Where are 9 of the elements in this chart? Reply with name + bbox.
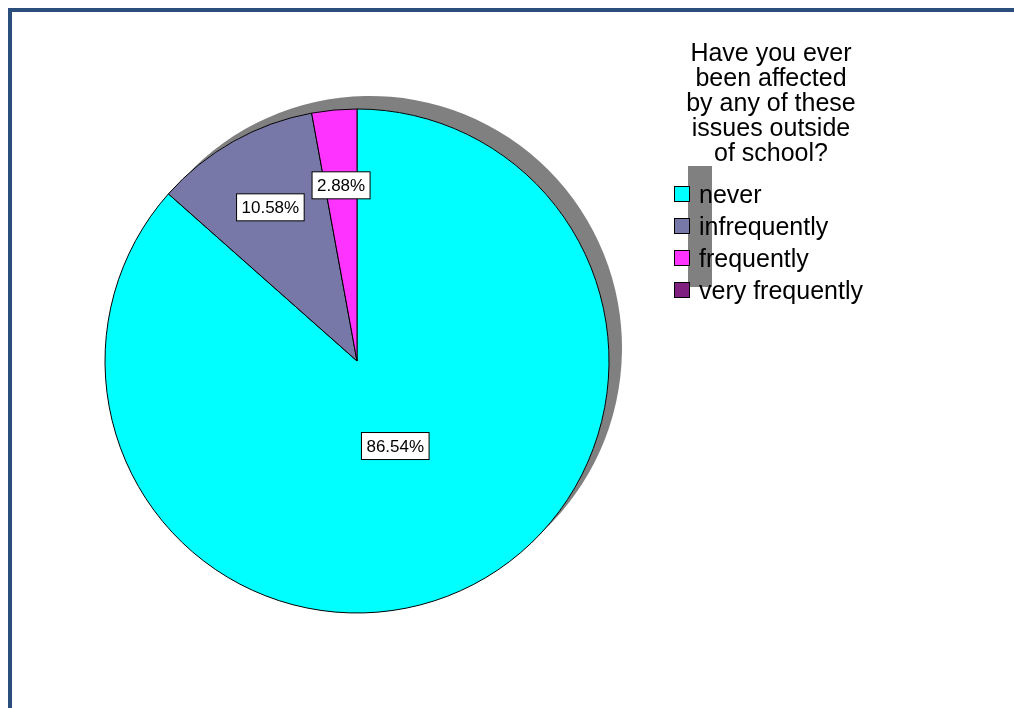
legend-label: very frequently [699,275,863,304]
data-label: 2.88% [316,175,366,195]
data-label: 86.54% [366,436,425,456]
pie-slice [104,108,610,614]
legend-title: Have you ever been affected by any of these issues outside of school? [685,38,857,166]
data-label: 10.58% [241,197,300,217]
legend-label: never [699,179,762,208]
legend-label: frequently [699,243,809,272]
legend-label: infrequently [699,211,829,240]
